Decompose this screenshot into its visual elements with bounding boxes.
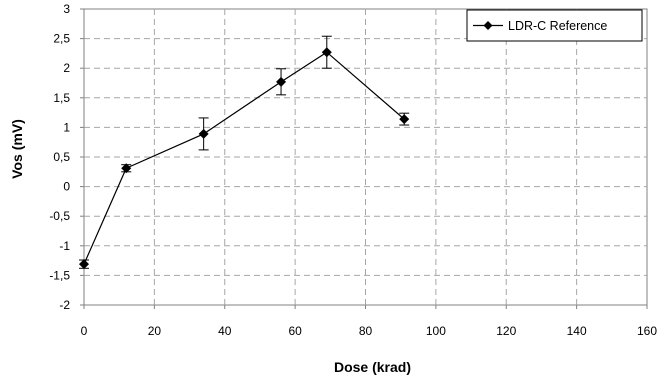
y-tick-label: -1 <box>59 239 70 253</box>
y-tick-label: -2 <box>59 298 70 312</box>
series-layer <box>79 35 410 270</box>
x-tick-label: 80 <box>359 324 373 338</box>
data-point-diamond <box>399 114 410 125</box>
data-point-diamond <box>321 47 332 58</box>
x-tick-label: 40 <box>218 324 232 338</box>
y-tick-label: 2,5 <box>53 32 70 46</box>
data-point-diamond <box>198 128 209 139</box>
data-point-diamond <box>121 163 132 174</box>
x-tick-label: 100 <box>426 324 446 338</box>
y-tick-label: -1,5 <box>49 268 70 282</box>
y-tick-label: 0 <box>63 180 70 194</box>
y-tick-label: 2 <box>63 61 70 75</box>
y-tick-label: 1,5 <box>53 91 70 105</box>
y-tick-label: 1 <box>63 120 70 134</box>
x-tick-label: 60 <box>288 324 302 338</box>
x-tick-label: 120 <box>496 324 516 338</box>
y-axis-title: Vos (mV) <box>9 119 25 179</box>
y-tick-label: 0,5 <box>53 150 70 164</box>
legend: LDR-C Reference <box>466 9 643 42</box>
x-axis-ticks: 0 20 40 60 80 100 120 140 160 <box>81 305 657 338</box>
series-line <box>83 51 405 265</box>
x-tick-label: 0 <box>81 324 88 338</box>
legend-diamond-marker <box>483 21 493 30</box>
data-point-diamond <box>79 259 89 270</box>
y-axis-ticks: -2 -1,5 -1 -0,5 0 0,5 1 1,5 2 2,5 3 <box>49 2 84 312</box>
y-tick-label: -0,5 <box>49 209 70 223</box>
data-point-diamond <box>276 76 287 87</box>
grid <box>84 9 647 305</box>
x-tick-label: 20 <box>148 324 162 338</box>
x-tick-label: 160 <box>637 324 657 338</box>
x-axis-title: Dose (krad) <box>334 359 411 375</box>
legend-label: LDR-C Reference <box>508 19 607 33</box>
y-tick-label: 3 <box>63 2 70 16</box>
x-tick-label: 140 <box>567 324 587 338</box>
